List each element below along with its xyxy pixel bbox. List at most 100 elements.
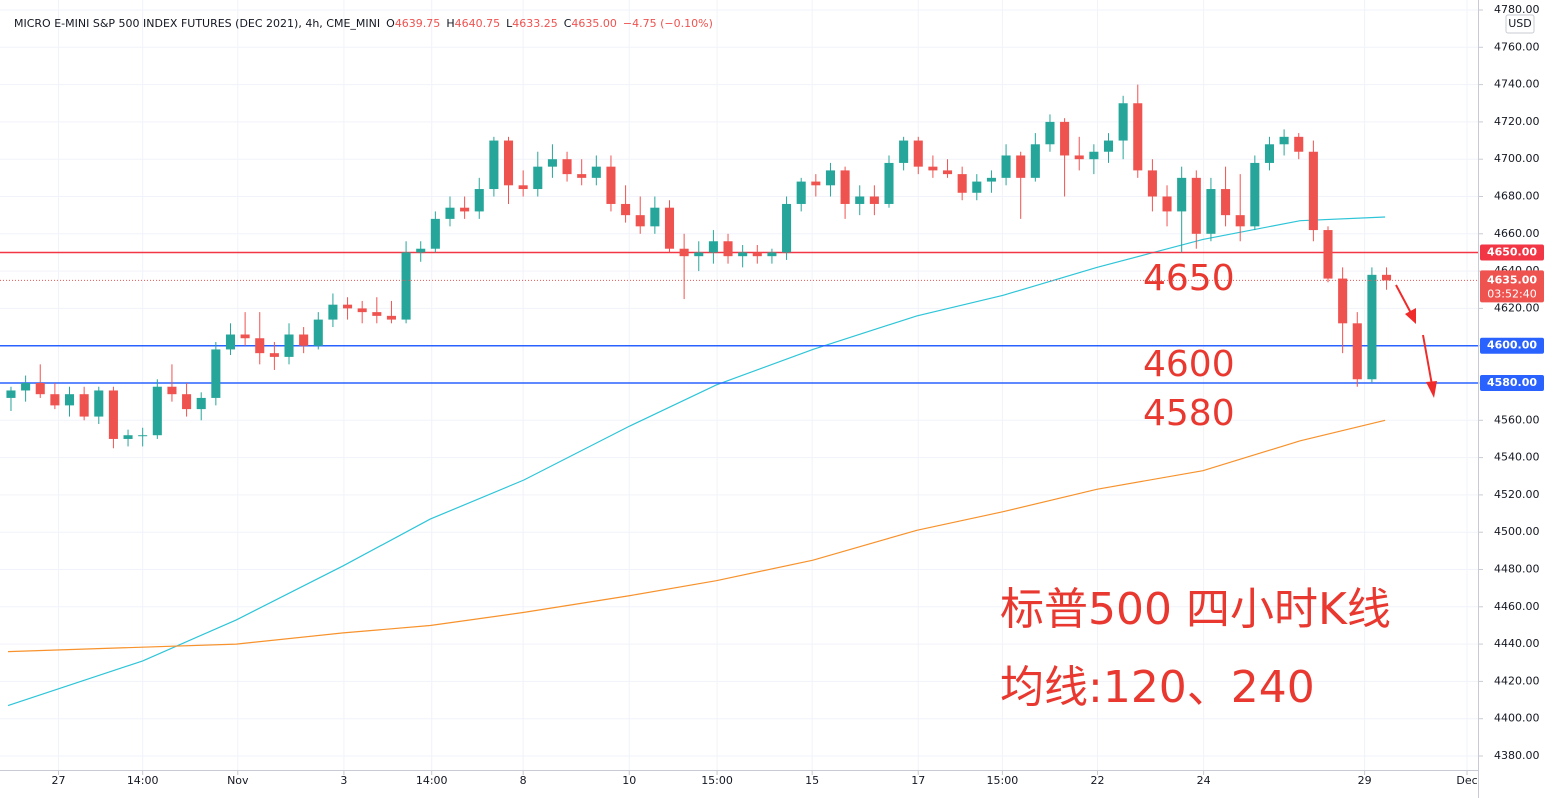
candle-body — [328, 304, 338, 320]
candle-body — [1338, 278, 1348, 324]
candle-body — [372, 312, 382, 316]
x-tick-label: 10 — [622, 774, 636, 787]
candle-body — [1001, 155, 1011, 178]
candle-body — [138, 435, 148, 437]
countdown-label: 03:52:40 — [1487, 287, 1536, 300]
candle-body — [796, 181, 806, 204]
candle-body — [1089, 151, 1099, 160]
candle-body — [752, 252, 762, 257]
candle-body — [518, 185, 528, 190]
candle-body — [782, 203, 792, 253]
x-tick-label: 8 — [520, 774, 527, 787]
plot-area — [0, 84, 1478, 707]
candle-body — [225, 334, 236, 350]
candle-body — [621, 203, 631, 216]
x-tick-label: 24 — [1197, 774, 1211, 787]
quote-label: O — [386, 17, 395, 30]
candle-body — [1250, 162, 1260, 227]
x-tick-label: 29 — [1358, 774, 1372, 787]
candle-body — [942, 170, 953, 175]
candle-body — [825, 170, 835, 186]
header-title: MICRO E-MINI S&P 500 INDEX FUTURES (DEC … — [14, 17, 380, 30]
candle-body — [869, 196, 879, 204]
last-price-tag — [1480, 270, 1544, 303]
arrow-line — [1422, 334, 1433, 386]
candle-body — [313, 319, 323, 346]
candle-body — [884, 162, 894, 204]
arrow-head — [1405, 308, 1416, 324]
candle-body — [357, 308, 367, 313]
y-tick-label: 4700.00 — [1494, 152, 1540, 165]
quote-label: C — [564, 17, 572, 30]
candle-body — [1133, 103, 1143, 171]
y-tick-label: 4660.00 — [1494, 227, 1540, 240]
quote-label: H — [446, 17, 454, 30]
candle-body — [182, 394, 192, 410]
candle-body — [386, 315, 396, 320]
candle-body — [577, 174, 587, 178]
candle-body — [738, 252, 748, 257]
y-tick-label: 4520.00 — [1494, 488, 1540, 501]
candle-body — [1118, 103, 1128, 141]
x-tick-label: 17 — [911, 774, 925, 787]
annotation: 4650 — [1143, 258, 1235, 299]
candle-body — [416, 248, 426, 253]
candle-body — [6, 390, 16, 398]
candle-body — [1016, 155, 1026, 178]
arrow-line — [1395, 284, 1413, 316]
axes: 4380.00 4400.00 4420.00 4440.00 4460.00 4480.… — [52, 3, 1544, 787]
y-tick-label: 4420.00 — [1494, 674, 1540, 687]
y-tick-label: 4400.00 — [1494, 712, 1540, 725]
level-tag — [1480, 337, 1544, 354]
candle-body — [591, 166, 601, 178]
candle-body — [240, 334, 250, 339]
x-tick-label: 14:00 — [416, 774, 448, 787]
candle-body — [1352, 323, 1362, 380]
level-tag-label: 4580.00 — [1487, 376, 1537, 389]
y-tick-label: 4620.00 — [1494, 301, 1540, 314]
candle-body — [1323, 230, 1333, 279]
annotation: 标普500 四小时K线 — [1000, 584, 1391, 635]
level-tag — [1480, 244, 1544, 261]
candle-body — [650, 207, 660, 227]
candle-body — [679, 248, 689, 257]
candle-body — [445, 207, 455, 219]
y-tick-label: 4720.00 — [1494, 115, 1540, 128]
candle-body — [196, 397, 206, 410]
candle-body — [533, 166, 543, 190]
arrows — [1395, 284, 1437, 398]
candle-body — [1279, 136, 1289, 145]
candle-body — [1045, 121, 1055, 145]
candle-body — [299, 334, 309, 346]
candle-body — [123, 435, 133, 439]
y-tick-label: 4540.00 — [1494, 451, 1540, 464]
candle-body — [64, 394, 75, 406]
annotation: 4600 — [1143, 344, 1235, 385]
candle-body — [1206, 189, 1216, 234]
y-tick-label: 4480.00 — [1494, 563, 1540, 576]
candle-body — [474, 189, 484, 212]
candle-body — [1235, 215, 1245, 227]
header: MICRO E-MINI S&P 500 INDEX FUTURES (DEC … — [14, 17, 713, 30]
quote-value: 4633.25 — [512, 17, 558, 30]
y-tick-label: 4380.00 — [1494, 749, 1540, 762]
candle-body — [1103, 140, 1114, 152]
y-tick-label: 4500.00 — [1494, 525, 1540, 538]
arrow-head — [1426, 381, 1437, 398]
candle-body — [503, 140, 514, 186]
x-tick-label: 15:00 — [987, 774, 1019, 787]
quote-value: 4639.75 — [395, 17, 441, 30]
header-text: MICRO E-MINI S&P 500 INDEX FUTURES (DEC … — [14, 17, 713, 30]
candle-body — [489, 140, 499, 190]
quote-value: 4640.75 — [455, 17, 501, 30]
candle-body — [401, 252, 411, 320]
candle-body — [269, 353, 279, 357]
x-tick-label: 3 — [340, 774, 347, 787]
candle-body — [430, 218, 440, 249]
candle-body — [913, 140, 923, 167]
candle-body — [1264, 144, 1275, 163]
x-tick-label: 22 — [1091, 774, 1105, 787]
level-tag — [1480, 375, 1544, 391]
candle-body — [972, 181, 982, 193]
